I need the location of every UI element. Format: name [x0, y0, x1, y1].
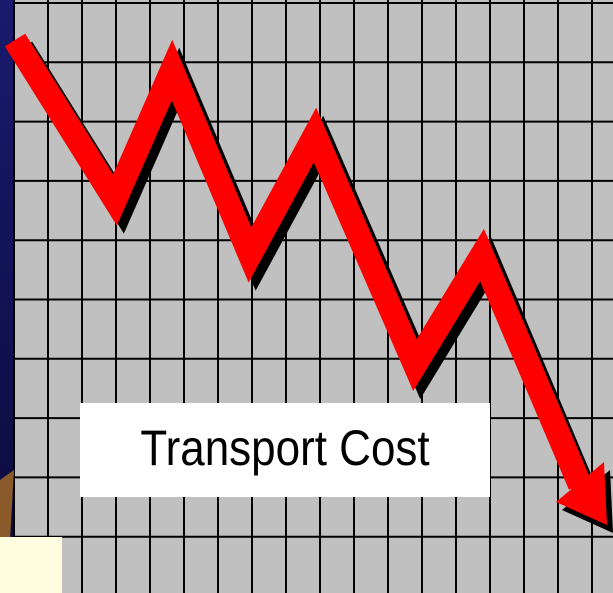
- grid-background: [0, 0, 613, 593]
- page: {"label": "Transport Cost"} Transport Co…: [0, 0, 613, 593]
- corner-box: [0, 537, 62, 593]
- clip-art: Transport Cost: [0, 0, 613, 593]
- label-text: Transport Cost: [140, 420, 429, 476]
